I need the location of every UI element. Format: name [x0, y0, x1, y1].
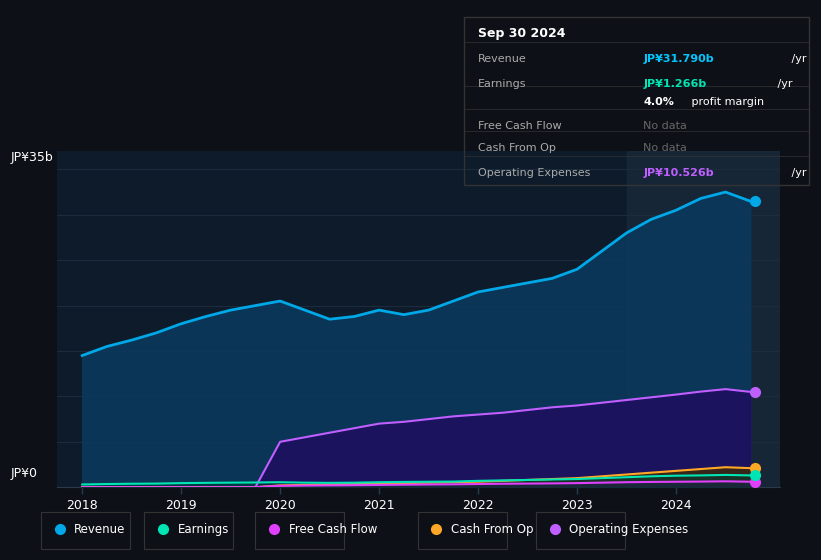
Text: JP¥0: JP¥0: [11, 468, 38, 480]
Text: Operating Expenses: Operating Expenses: [478, 168, 590, 178]
Text: Revenue: Revenue: [75, 522, 126, 536]
Text: /yr: /yr: [788, 54, 806, 64]
Text: Revenue: Revenue: [478, 54, 526, 64]
Text: No data: No data: [643, 121, 687, 131]
Text: Earnings: Earnings: [478, 79, 526, 89]
Text: profit margin: profit margin: [688, 97, 764, 108]
Text: /yr: /yr: [773, 79, 792, 89]
Text: Free Cash Flow: Free Cash Flow: [289, 522, 377, 536]
Text: JP¥10.526b: JP¥10.526b: [643, 168, 713, 178]
Text: Sep 30 2024: Sep 30 2024: [478, 27, 565, 40]
Text: Earnings: Earnings: [178, 522, 229, 536]
Text: Operating Expenses: Operating Expenses: [570, 522, 689, 536]
Text: JP¥1.266b: JP¥1.266b: [643, 79, 706, 89]
Text: /yr: /yr: [788, 168, 806, 178]
Text: Cash From Op: Cash From Op: [452, 522, 534, 536]
Text: No data: No data: [643, 143, 687, 153]
Text: JP¥35b: JP¥35b: [11, 151, 53, 164]
Bar: [626, 151, 800, 487]
Text: JP¥31.790b: JP¥31.790b: [643, 54, 713, 64]
Text: 4.0%: 4.0%: [643, 97, 674, 108]
Text: Cash From Op: Cash From Op: [478, 143, 556, 153]
Text: Free Cash Flow: Free Cash Flow: [478, 121, 562, 131]
